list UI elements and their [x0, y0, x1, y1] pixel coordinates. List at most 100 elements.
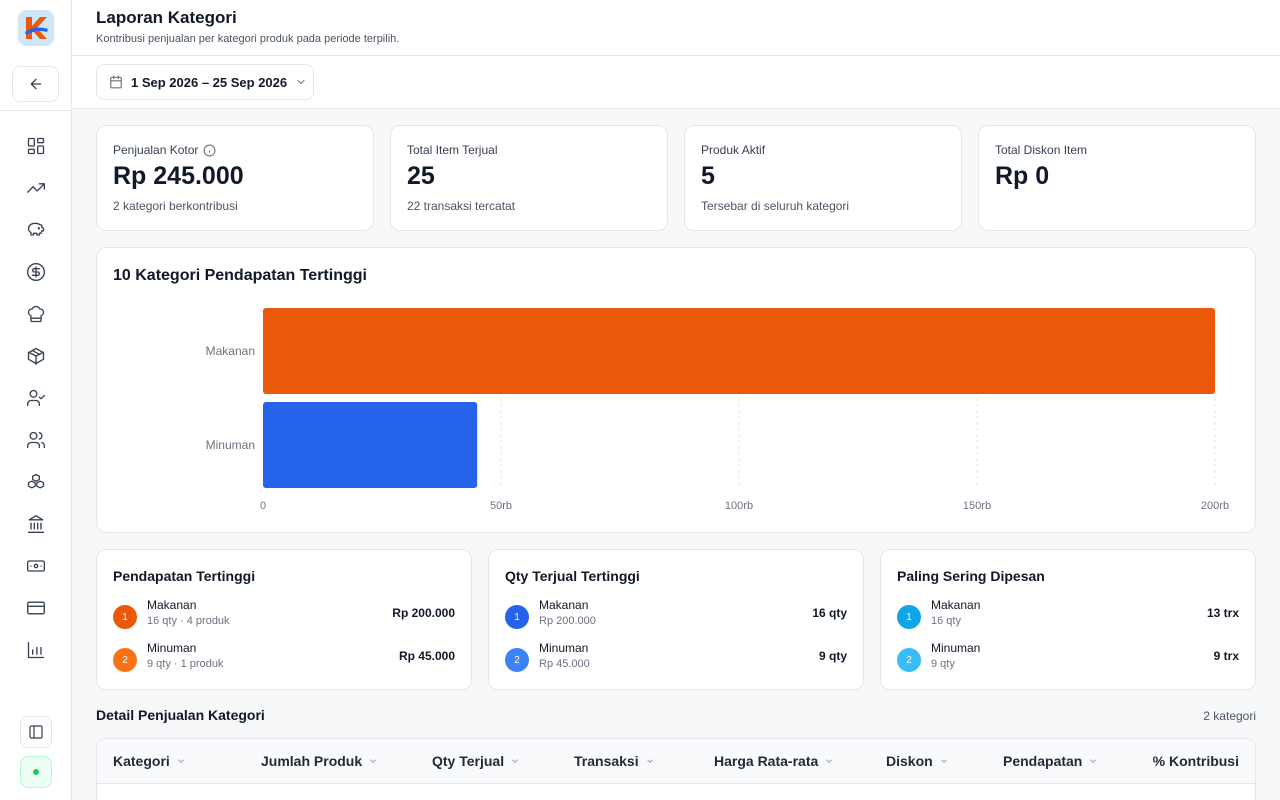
chevron-down-icon [297, 80, 305, 85]
rank-value: 16 qty [812, 606, 847, 620]
panel-left-icon [29, 725, 43, 739]
x-tick-label: 50rb [490, 500, 512, 512]
nav-finance[interactable] [24, 260, 48, 284]
rank-sub: Rp 200.000 [539, 615, 596, 627]
kpi-card-gross-sales: Penjualan Kotor Rp 245.000 2 kategori be… [96, 125, 374, 231]
app-logo[interactable] [18, 10, 54, 46]
info-icon[interactable] [203, 144, 216, 157]
rank-name: Makanan [539, 598, 589, 612]
kpi-value: Rp 245.000 [113, 162, 244, 190]
bank-icon [27, 515, 45, 533]
ranking-card-revenue: Pendapatan Tertinggi 1 Makanan 16 qty · … [96, 549, 472, 690]
date-range-picker[interactable]: 1 Sep 2026 – 25 Sep 2026 [96, 64, 314, 100]
boxes-icon [27, 473, 45, 489]
rank-name: Minuman [931, 641, 981, 655]
column-header-label: Harga Rata-rata [714, 753, 819, 769]
rank-value: Rp 45.000 [398, 649, 455, 663]
back-button[interactable] [12, 66, 59, 102]
sidebar-collapse-button[interactable] [20, 716, 52, 748]
credit-card-icon [27, 601, 45, 615]
x-tick-label: 100rb [725, 500, 753, 512]
ranking-item[interactable]: 1 Makanan 16 qty 13 trx [897, 598, 1239, 632]
rank-badge: 1 [505, 605, 529, 629]
user-check-icon [27, 389, 45, 407]
nav-sales-trend[interactable] [24, 176, 48, 200]
chevron-down-icon [1090, 759, 1097, 763]
column-header-pendapatan[interactable]: Pendapatan [1003, 753, 1098, 769]
nav-bank[interactable] [24, 512, 48, 536]
rank-value: 13 trx [1206, 606, 1239, 620]
chevron-down-icon [370, 759, 377, 763]
rank-badge: 2 [897, 648, 921, 672]
detail-table: Kategori Jumlah Produk Qty Terjual Trans… [96, 738, 1256, 800]
column-header-diskon[interactable]: Diskon [886, 753, 949, 769]
kpi-note: 22 transaksi tercatat [407, 199, 516, 213]
arrow-left-icon [30, 78, 41, 90]
rank-name: Makanan [931, 598, 981, 612]
rank-sub: 9 qty · 1 produk [147, 658, 224, 670]
column-header-label: Pendapatan [1003, 753, 1083, 769]
chevron-down-icon [646, 759, 653, 763]
nav-payments[interactable] [24, 596, 48, 620]
package-icon [27, 347, 45, 365]
column-header-kategori[interactable]: Kategori [113, 753, 186, 769]
column-header-qty-terjual[interactable]: Qty Terjual [432, 753, 520, 769]
nav-customers[interactable] [24, 428, 48, 452]
kpi-label-text: Penjualan Kotor [113, 143, 199, 157]
nav-cash[interactable] [24, 554, 48, 578]
nav-savings[interactable] [24, 218, 48, 242]
column-header-label: Jumlah Produk [261, 753, 363, 769]
online-status-button[interactable] [20, 756, 52, 788]
ranking-title: Pendapatan Tertinggi [113, 568, 256, 584]
nav-staff[interactable] [24, 386, 48, 410]
column-header-harga-rata-rata[interactable]: Harga Rata-rata [714, 753, 834, 769]
x-tick-label: 200rb [1201, 500, 1229, 512]
column-header-transaksi[interactable]: Transaksi [574, 753, 655, 769]
kpi-value: 25 [407, 162, 435, 190]
dashboard-icon [27, 137, 45, 155]
table-header: Kategori Jumlah Produk Qty Terjual Trans… [97, 739, 1255, 784]
rank-sub: 16 qty · 4 produk [147, 615, 230, 627]
ranking-item[interactable]: 2 Minuman 9 qty 9 trx [897, 641, 1239, 675]
column-header-kontribusi[interactable]: % Kontribusi [1153, 753, 1239, 769]
kpi-value: Rp 0 [995, 162, 1050, 190]
nav-reports[interactable] [24, 638, 48, 662]
piggy-bank-icon [27, 222, 45, 236]
ranking-item[interactable]: 2 Minuman 9 qty · 1 produk Rp 45.000 [113, 641, 455, 675]
kpi-label: Penjualan Kotor [113, 143, 216, 157]
column-header-jumlah-produk[interactable]: Jumlah Produk [261, 753, 378, 769]
bar-minuman [263, 402, 478, 488]
y-category-label: Minuman [206, 438, 255, 452]
kpi-label: Produk Aktif [701, 143, 766, 157]
top-categories-chart-card: 10 Kategori Pendapatan Tertinggi 0 50rb 10… [96, 247, 1256, 533]
detail-count: 2 kategori [1203, 709, 1256, 723]
ranking-item[interactable]: 1 Makanan Rp 200.000 16 qty [505, 598, 847, 632]
rank-badge: 1 [113, 605, 137, 629]
column-header-label: Kategori [113, 753, 170, 769]
column-header-label: Transaksi [574, 753, 639, 769]
ranking-item[interactable]: 1 Makanan 16 qty · 4 produk Rp 200.000 [113, 598, 455, 632]
rank-sub: 9 qty [931, 658, 955, 670]
rank-sub: Rp 45.000 [539, 658, 590, 670]
nav-dashboard[interactable] [24, 134, 48, 158]
nav-inventory[interactable] [24, 470, 48, 494]
ranking-item[interactable]: 2 Minuman Rp 45.000 9 qty [505, 641, 847, 675]
ranking-title: Qty Terjual Tertinggi [505, 568, 640, 584]
users-icon [27, 431, 45, 449]
x-tick-label: 150rb [963, 500, 991, 512]
ranking-card-frequency: Paling Sering Dipesan 1 Makanan 16 qty 1… [880, 549, 1256, 690]
chevron-down-icon [826, 759, 833, 763]
rank-value: Rp 200.000 [392, 606, 455, 620]
rank-value: 9 qty [818, 649, 847, 663]
nav-products[interactable] [24, 344, 48, 368]
column-header-label: Qty Terjual [432, 753, 505, 769]
rank-badge: 2 [113, 648, 137, 672]
dollar-circle-icon [27, 263, 45, 281]
x-tick-label: 0 [260, 500, 266, 512]
kpi-note: 2 kategori berkontribusi [113, 199, 238, 213]
column-header-label: Diskon [886, 753, 933, 769]
nav-kitchen[interactable] [24, 302, 48, 326]
rank-name: Minuman [539, 641, 589, 655]
detail-section-title: Detail Penjualan Kategori [96, 707, 265, 723]
page-subtitle: Kontribusi penjualan per kategori produk… [96, 33, 400, 45]
